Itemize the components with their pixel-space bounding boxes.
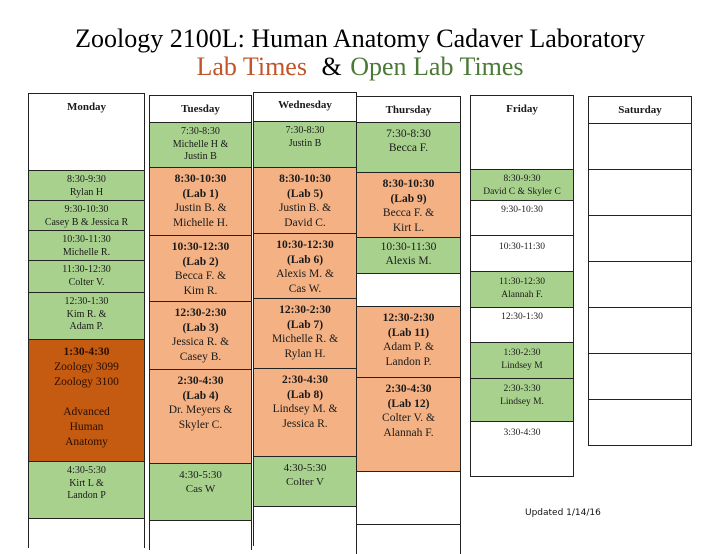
legend-open-lab-times: Open Lab Times (350, 52, 524, 81)
slot-cell-lab: 2:30-4:30 (Lab 8) Lindsey M. & Jessica R… (253, 368, 357, 457)
slot-cell-empty (588, 261, 692, 308)
column-thursday: Thursday 7:30-8:30 Becca F. 8:30-10:30 (… (356, 96, 461, 554)
day-header-thursday: Thursday (356, 96, 461, 123)
slot-cell-lab: 8:30-10:30 (Lab 5) Justin B. & David C. (253, 167, 357, 234)
column-saturday: Saturday (588, 96, 692, 446)
slot-cell: 10:30-11:30 Alexis M. (356, 237, 461, 274)
slot-cell-lab: 8:30-10:30 (Lab 1) Justin B. & Michelle … (149, 167, 252, 236)
slot-cell: 1:30-2:30 Lindsey M (470, 342, 574, 379)
slot-cell: 9:30-10:30 (470, 200, 574, 236)
slot-cell: 10:30-11:30 (470, 235, 574, 272)
page-subtitle: Lab Times & Open Lab Times (0, 52, 720, 82)
slot-cell: 4:30-5:30 Kirt L & Landon P (28, 461, 145, 519)
updated-date: Updated 1/14/16 (525, 508, 601, 518)
column-friday: Friday 8:30-9:30 David C & Skyler C 9:30… (470, 95, 574, 540)
column-monday: Monday 8:30-9:30 Rylan H 9:30-10:30 Case… (28, 93, 145, 548)
slot-cell: 2:30-3:30 Lindsey M. (470, 378, 574, 422)
day-header-friday: Friday (470, 95, 574, 170)
slot-cell-empty (588, 215, 692, 262)
slot-cell: 7:30-8:30 Becca F. (356, 122, 461, 173)
slot-cell-empty (356, 273, 461, 307)
slot-cell-lab: 10:30-12:30 (Lab 6) Alexis M. & Cas W. (253, 233, 357, 299)
slot-cell: 9:30-10:30 Casey B & Jessica R (28, 200, 145, 231)
slot-cell-lab: 12:30-2:30 (Lab 11) Adam P. & Landon P. (356, 306, 461, 378)
slot-cell-empty (356, 471, 461, 525)
slot-cell-empty (28, 518, 145, 548)
day-header-tuesday: Tuesday (149, 95, 252, 123)
slot-cell-empty (149, 520, 252, 550)
slot-cell: 11:30-12:30 Colter V. (28, 260, 145, 293)
slot-cell-empty (253, 506, 357, 546)
slot-cell-empty (588, 353, 692, 400)
slot-cell-lab: 8:30-10:30 (Lab 9) Becca F. & Kirt L. (356, 172, 461, 238)
slot-cell: 8:30-9:30 Rylan H (28, 170, 145, 201)
slot-cell-lab: 2:30-4:30 (Lab 12) Colter V. & Alannah F… (356, 377, 461, 472)
slot-cell: 10:30-11:30 Michelle R. (28, 230, 145, 261)
slot-cell: 12:30-1:30 (470, 307, 574, 343)
page-title: Zoology 2100L: Human Anatomy Cadaver Lab… (75, 24, 645, 53)
slot-cell-lab: 12:30-2:30 (Lab 3) Jessica R. & Casey B. (149, 301, 252, 370)
slot-cell: 3:30-4:30 (470, 421, 574, 477)
slot-cell: 4:30-5:30 Cas W (149, 463, 252, 521)
slot-cell-advanced: 1:30-4:30 Zoology 3099 Zoology 3100 Adva… (28, 339, 145, 462)
day-header-wednesday: Wednesday (253, 92, 357, 122)
slot-cell: 11:30-12:30 Alannah F. (470, 271, 574, 308)
slot-cell-lab: 2:30-4:30 (Lab 4) Dr. Meyers & Skyler C. (149, 369, 252, 464)
day-header-monday: Monday (28, 93, 145, 171)
column-tuesday: Tuesday 7:30-8:30 Michelle H & Justin B … (149, 95, 252, 550)
slot-cell: 8:30-9:30 David C & Skyler C (470, 169, 574, 201)
day-header-saturday: Saturday (588, 96, 692, 124)
slot-cell: 4:30-5:30 Colter V (253, 456, 357, 507)
slot-cell: 7:30-8:30 Justin B (253, 121, 357, 168)
slot-cell-empty (588, 169, 692, 216)
legend-ampersand: & (321, 52, 342, 81)
slot-cell-empty (356, 524, 461, 554)
slot-cell: 12:30-1:30 Kim R. & Adam P. (28, 292, 145, 340)
legend-lab-times: Lab Times (196, 52, 307, 81)
slot-cell-lab: 12:30-2:30 (Lab 7) Michelle R. & Rylan H… (253, 298, 357, 369)
slot-cell-empty (588, 307, 692, 354)
column-wednesday: Wednesday 7:30-8:30 Justin B 8:30-10:30 … (253, 92, 357, 546)
slot-cell-empty (588, 123, 692, 170)
slot-cell-lab: 10:30-12:30 (Lab 2) Becca F. & Kim R. (149, 235, 252, 302)
slot-cell-empty (588, 399, 692, 446)
slot-cell: 7:30-8:30 Michelle H & Justin B (149, 122, 252, 168)
